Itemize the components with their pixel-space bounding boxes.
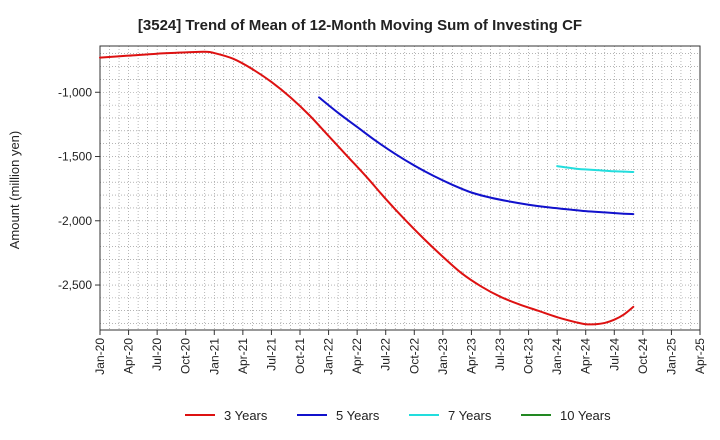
x-tick-label: Jan-24 xyxy=(550,338,564,375)
series-line-5-years xyxy=(318,96,635,216)
x-tick-label: Apr-24 xyxy=(579,338,593,374)
x-tick-label: Jul-24 xyxy=(607,338,621,371)
plot-frame xyxy=(99,45,701,331)
y-tick-label: -2,500 xyxy=(58,278,92,292)
x-tick-label: Jan-25 xyxy=(664,338,678,375)
x-tick-label: Apr-20 xyxy=(122,338,136,374)
x-tick-label: Jan-22 xyxy=(322,338,336,375)
x-axis-ticks: Jan-20 Apr-20 Jul-20 Oct-20 Jan-21 Apr-21 Jul-… xyxy=(93,330,707,375)
x-tick-label: Oct-23 xyxy=(522,338,536,374)
x-tick-label: Jul-22 xyxy=(379,338,393,371)
legend-label-3-years: 3 Years xyxy=(224,408,268,423)
x-tick-label: Oct-20 xyxy=(179,338,193,374)
legend-label-7-years: 7 Years xyxy=(448,408,492,423)
y-tick-label: -1,500 xyxy=(58,150,92,164)
x-tick-label: Jan-21 xyxy=(207,338,221,375)
x-tick-label: Oct-24 xyxy=(636,338,650,374)
x-tick-label: Jul-21 xyxy=(264,338,278,371)
x-tick-label: Oct-21 xyxy=(293,338,307,374)
chart-title: [3524] Trend of Mean of 12-Month Moving … xyxy=(138,17,582,34)
y-tick-label: -2,000 xyxy=(58,214,92,228)
x-tick-label: Oct-22 xyxy=(407,338,421,374)
x-tick-label: Jul-20 xyxy=(150,338,164,371)
x-tick-label: Apr-25 xyxy=(693,338,707,374)
series-line-3-years xyxy=(99,50,635,326)
x-tick-label: Jul-23 xyxy=(493,338,507,371)
series-line-7-years xyxy=(556,165,635,173)
y-tick-label: -1,000 xyxy=(58,85,92,99)
x-tick-label: Apr-22 xyxy=(350,338,364,374)
y-axis-ticks: -1,000 -1,500 -2,000 -2,500 xyxy=(58,85,100,292)
grid-lines xyxy=(100,46,700,330)
x-tick-label: Apr-21 xyxy=(236,338,250,374)
legend-label-5-years: 5 Years xyxy=(336,408,380,423)
legend: 3 Years 5 Years 7 Years 10 Years xyxy=(185,408,611,423)
x-tick-label: Jan-23 xyxy=(436,338,450,375)
y-axis-label: Amount (million yen) xyxy=(7,131,22,250)
x-tick-label: Apr-23 xyxy=(464,338,478,374)
x-tick-label: Jan-20 xyxy=(93,338,107,375)
series-lines xyxy=(99,50,635,326)
legend-label-10-years: 10 Years xyxy=(560,408,611,423)
